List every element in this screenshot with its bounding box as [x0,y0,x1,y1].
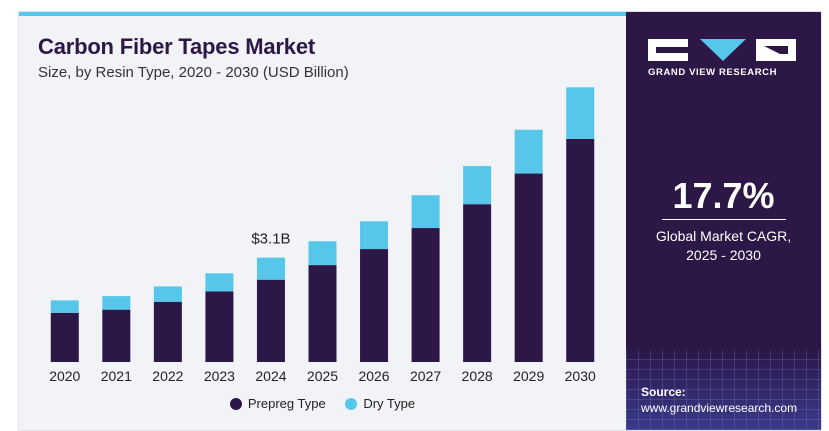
source-link[interactable]: www.grandviewresearch.com [641,401,798,415]
chart-card: Carbon Fiber Tapes Market Size, by Resin… [18,11,822,431]
bar-dry-type-2026 [360,221,389,250]
chart-panel: Carbon Fiber Tapes Market Size, by Resin… [19,12,626,430]
bar-prepreg-type-2026 [360,249,389,362]
bar-dry-type-2022 [153,286,182,302]
bar-dry-type-2029 [514,129,543,174]
bar-dry-type-2020 [50,300,79,313]
bar-prepreg-type-2022 [153,301,182,362]
x-tick-label-2024: 2024 [255,368,286,384]
chart-subtitle: Size, by Resin Type, 2020 - 2030 (USD Bi… [38,64,349,81]
bar-prepreg-type-2025 [308,265,337,362]
x-tick-label-2020: 2020 [49,368,80,384]
x-tick-label-2029: 2029 [513,368,544,384]
legend-item-prepreg: Prepreg Type [229,396,326,411]
brand-logo: GRAND VIEW RESEARCH [648,37,798,78]
x-tick-label-2025: 2025 [307,368,338,384]
legend-label-prepreg: Prepreg Type [247,396,326,411]
x-tick-label-2030: 2030 [565,368,596,384]
bar-dry-type-2027 [411,195,440,229]
x-tick-label-2028: 2028 [462,368,493,384]
cagr-divider [662,219,786,220]
x-tick-label-2023: 2023 [204,368,235,384]
bar-prepreg-type-2030 [566,138,595,362]
data-label-2024: $3.1B [251,231,290,248]
bar-dry-type-2028 [463,166,492,205]
bar-dry-type-2021 [102,296,131,310]
cagr-label: Global Market CAGR, 2025 - 2030 [626,227,821,265]
source-label: Source: [641,385,686,399]
chart-title: Carbon Fiber Tapes Market [38,34,315,59]
bar-prepreg-type-2021 [102,309,131,362]
chart-legend: Prepreg Type Dry Type [19,396,626,413]
bar-chart: 2020 2021 2022 2023 2024 $3.1B 2025 2026 2027 202… [49,87,596,384]
bar-prepreg-type-2028 [463,204,492,362]
decorative-grid [626,350,821,430]
cagr-label-line2: 2025 - 2030 [686,247,761,263]
grand-view-research-logo-icon [648,39,796,61]
source-block: Source: www.grandviewresearch.com [641,384,797,416]
bar-prepreg-type-2029 [514,173,543,362]
bar-dry-type-2025 [308,241,337,266]
x-tick-label-2022: 2022 [152,368,183,384]
bar-prepreg-type-2024 [256,279,285,362]
bar-prepreg-type-2020 [50,312,79,362]
bar-dry-type-2024 [256,257,285,280]
cagr-label-line1: Global Market CAGR, [655,228,792,244]
x-tick-label-2027: 2027 [410,368,441,384]
bar-prepreg-type-2023 [205,291,234,362]
legend-swatch-prepreg [229,397,242,410]
bar-dry-type-2023 [205,273,234,292]
bar-prepreg-type-2027 [411,228,440,362]
accent-bar [19,12,626,16]
x-tick-label-2021: 2021 [101,368,132,384]
info-panel: GRAND VIEW RESEARCH 17.7% Global Market … [626,12,821,430]
legend-item-dry: Dry Type [345,396,415,411]
bar-dry-type-2030 [566,87,595,139]
legend-label-dry: Dry Type [363,396,416,411]
legend-swatch-dry [345,397,358,410]
cagr-value: 17.7% [672,175,775,216]
brand-name: GRAND VIEW RESEARCH [648,67,778,78]
x-tick-label-2026: 2026 [358,368,389,384]
